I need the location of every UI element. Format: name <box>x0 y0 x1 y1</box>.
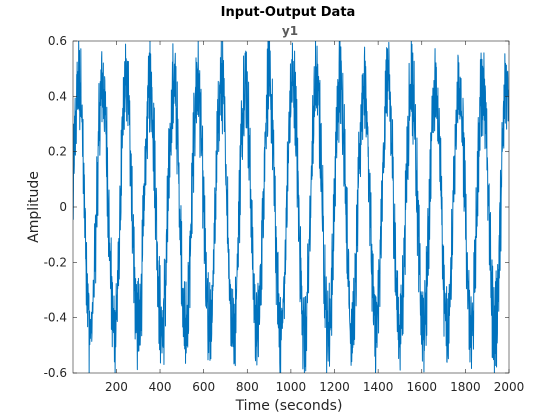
x-tick-label: 1600 <box>406 380 437 394</box>
y-axis-ticks: -0.6 -0.4 -0.2 0 0.2 0.4 0.6 <box>44 34 509 380</box>
series-layer <box>73 41 509 373</box>
y-tick-label: -0.6 <box>44 366 67 380</box>
x-tick-label: 1800 <box>450 380 481 394</box>
x-tick-label: 1200 <box>319 380 350 394</box>
y-tick-label: 0.4 <box>48 89 67 103</box>
y-tick-label: -0.4 <box>44 311 67 325</box>
chart-title: Input-Output Data <box>221 5 356 20</box>
x-tick-label: 1400 <box>363 380 394 394</box>
x-tick-label: 2000 <box>494 380 525 394</box>
x-tick-label: 800 <box>236 380 259 394</box>
x-axis-ticks: 200 400 600 800 1000 1200 1400 1600 1800 2000 <box>105 41 524 394</box>
x-tick-label: 1000 <box>276 380 307 394</box>
y-tick-label: 0.2 <box>48 145 67 159</box>
y-tick-label: -0.2 <box>44 255 67 269</box>
y-tick-label: 0 <box>59 200 67 214</box>
x-tick-label: 400 <box>149 380 172 394</box>
x-tick-label: 200 <box>105 380 128 394</box>
x-tick-label: 600 <box>192 380 215 394</box>
chart-subtitle: y1 <box>282 24 298 38</box>
series-line-y1 <box>73 41 509 373</box>
x-axis-label: Time (seconds) <box>235 398 343 414</box>
y-tick-label: 0.6 <box>48 34 67 48</box>
y-axis-label: Amplitude <box>26 171 42 243</box>
